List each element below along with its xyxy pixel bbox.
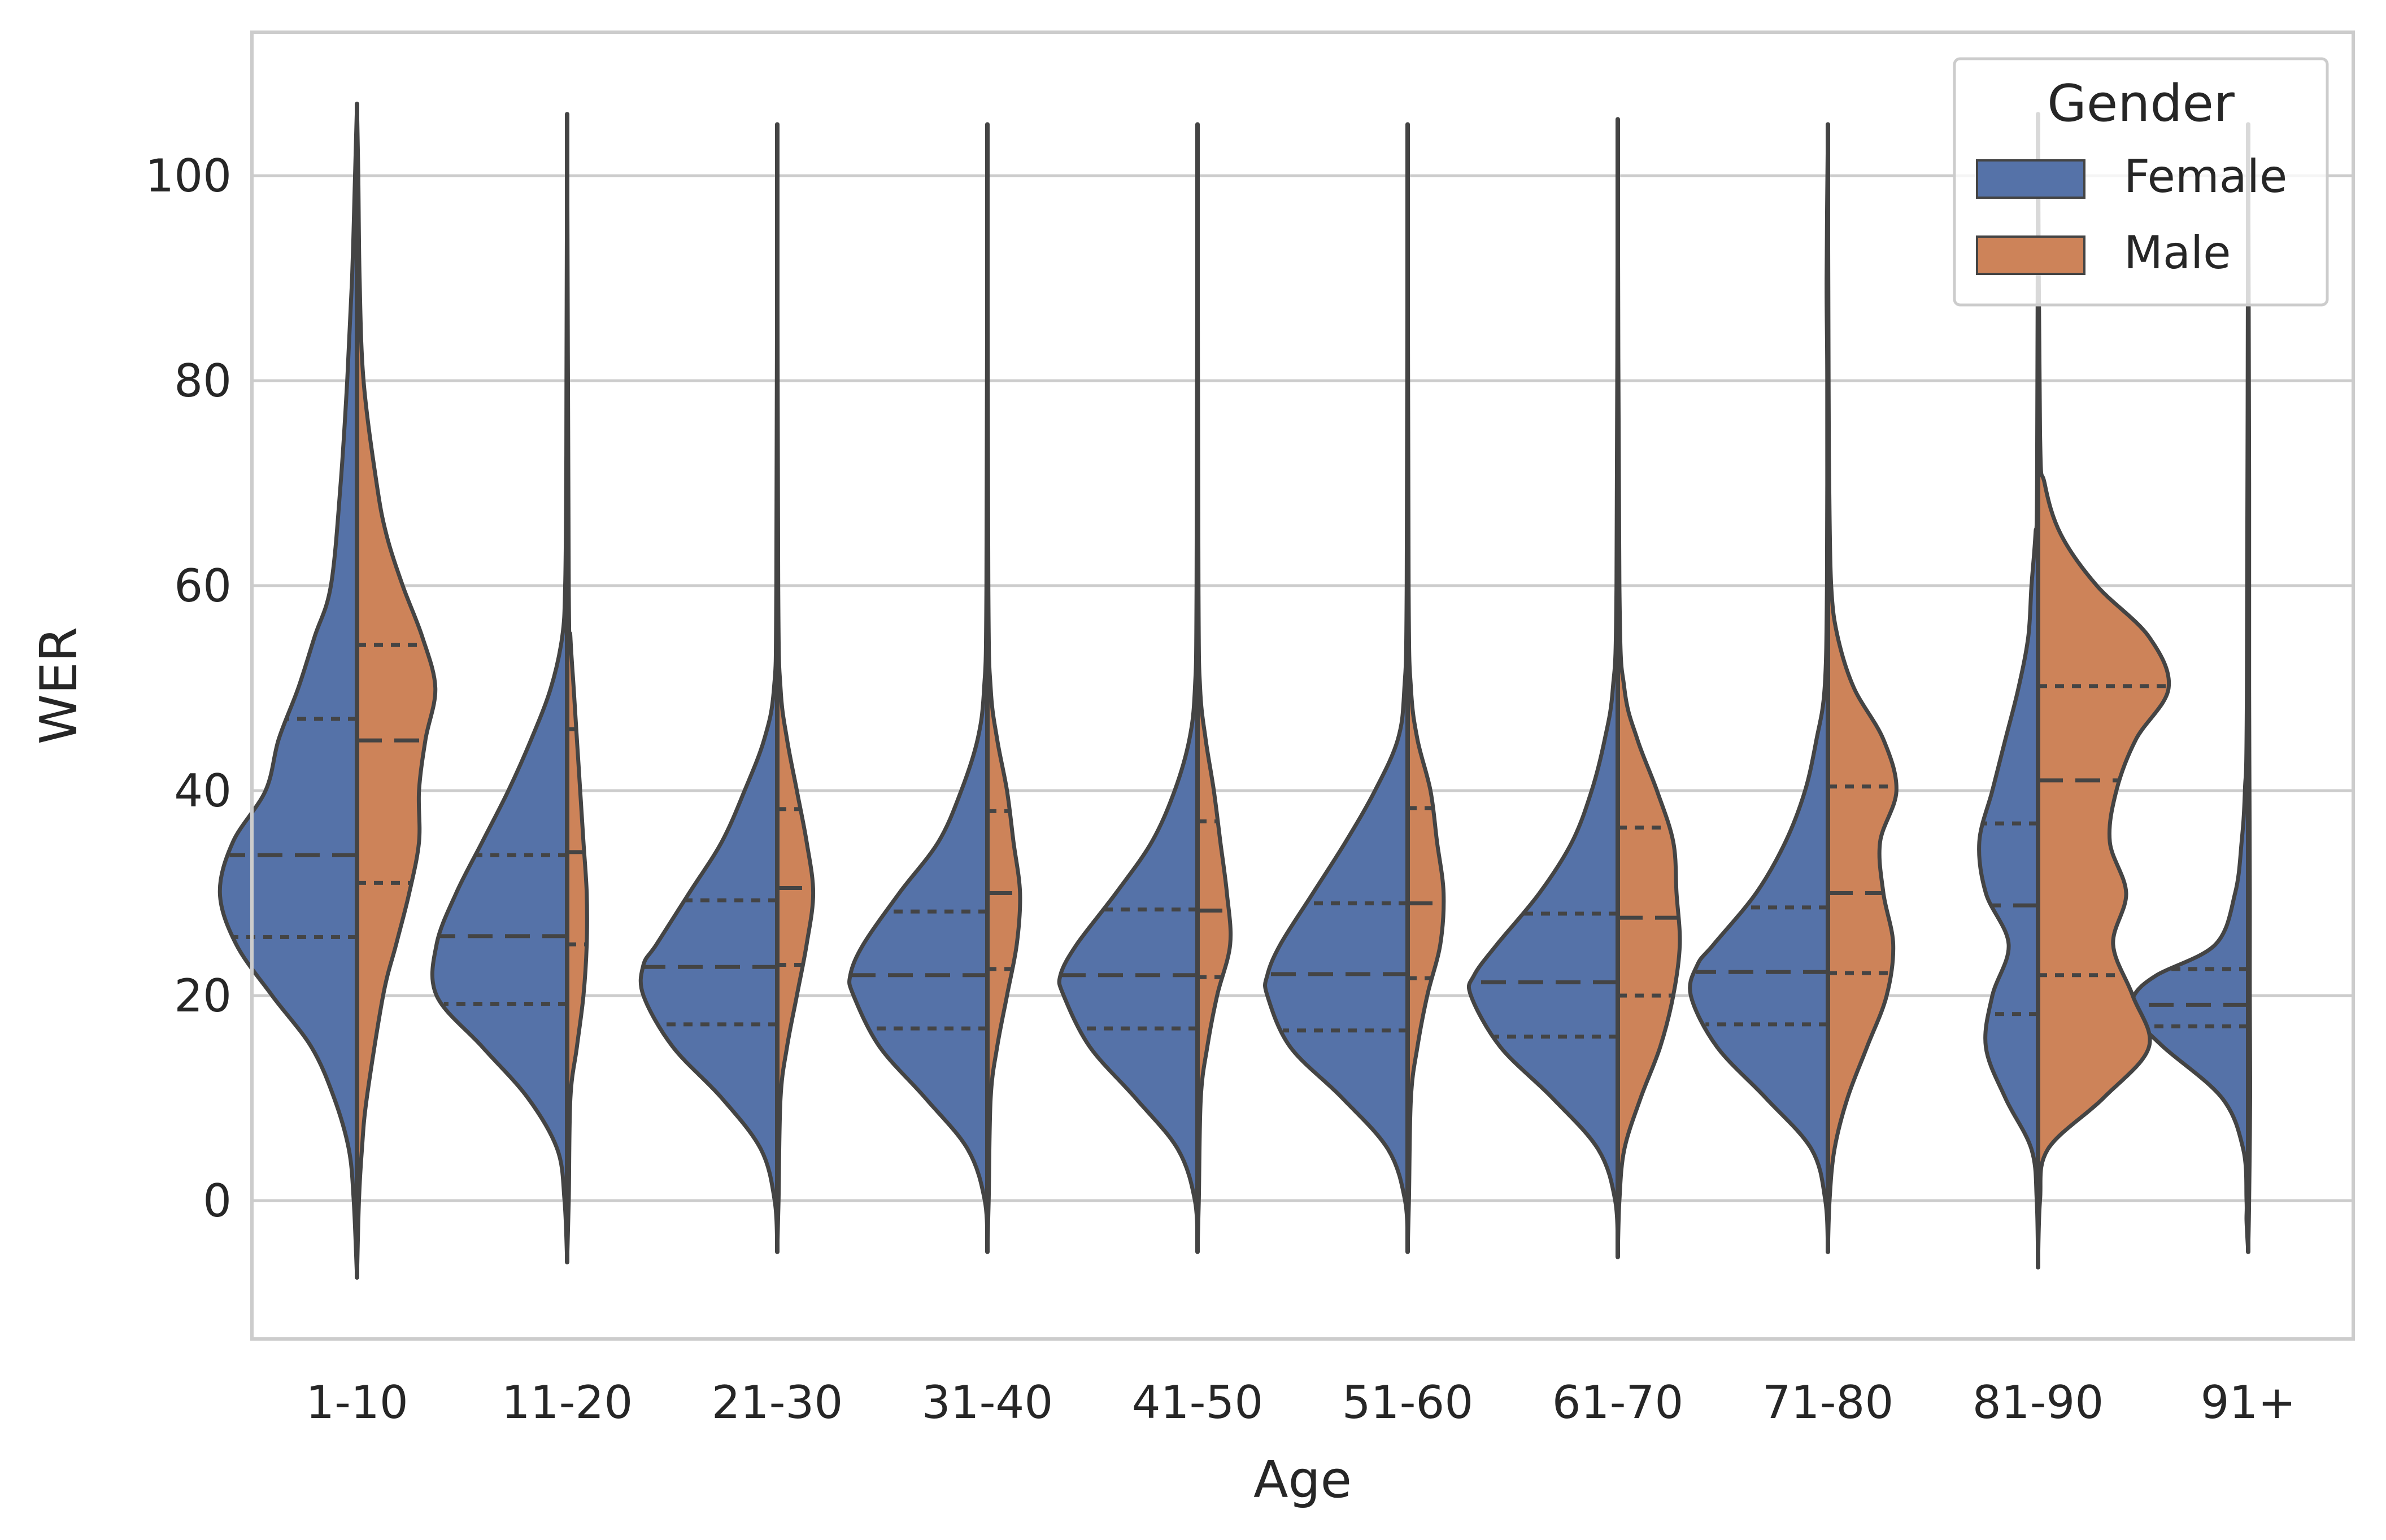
x-tick-label: 81-90 (1973, 1376, 2104, 1429)
legend-swatch-female (1976, 159, 2085, 199)
y-tick-label: 0 (203, 1175, 232, 1227)
violin-half-male-81-90 (2036, 112, 2171, 1269)
legend-label-male: Male (2124, 226, 2231, 279)
violin-half-male-31-40 (985, 122, 1022, 1254)
violin-half-female-21-30 (638, 122, 780, 1254)
x-tick-label: 11-20 (502, 1376, 633, 1429)
y-tick-label: 80 (174, 355, 232, 407)
legend-title: Gender (2047, 74, 2235, 133)
x-tick-label: 1-10 (306, 1376, 408, 1429)
x-tick-label: 51-60 (1342, 1376, 1473, 1429)
y-tick-label: 100 (145, 150, 232, 202)
violin-half-male-11-20 (565, 112, 589, 1264)
legend: Gender Female Male (1953, 57, 2329, 307)
violin-half-female-61-70 (1466, 117, 1620, 1259)
y-tick-labels: 0 20 40 60 80 100 (145, 150, 232, 1227)
violin-half-female-41-50 (1057, 122, 1200, 1254)
violin-half-female-71-80 (1688, 122, 1830, 1254)
y-axis-label: WER (29, 627, 89, 744)
y-tick-label: 40 (174, 765, 232, 817)
violin-half-female-11-20 (430, 112, 569, 1264)
x-tick-labels: 1-10 11-20 21-30 31-40 41-50 51-60 61-70 71-80 8… (306, 1376, 2296, 1429)
plot-frame (250, 30, 2355, 1341)
violins (217, 102, 2253, 1280)
violin-half-female-1-10 (217, 102, 359, 1280)
violin-half-male-41-50 (1195, 122, 1233, 1254)
violin-half-male-21-30 (775, 122, 816, 1254)
x-tick-label: 21-30 (712, 1376, 843, 1429)
legend-swatch-male (1976, 235, 2085, 275)
violin-half-male-1-10 (355, 102, 438, 1280)
x-tick-label: 41-50 (1132, 1376, 1263, 1429)
violin-half-male-61-70 (1616, 117, 1682, 1259)
x-axis-label: Age (1253, 1450, 1352, 1510)
y-tick-label: 60 (174, 560, 232, 612)
violin-half-male-51-60 (1405, 122, 1446, 1254)
x-tick-label: 31-40 (922, 1376, 1053, 1429)
violin-half-female-51-60 (1263, 122, 1410, 1254)
grid-lines (252, 174, 2353, 1202)
y-tick-label: 20 (174, 970, 232, 1022)
x-tick-label: 61-70 (1552, 1376, 1683, 1429)
violin-half-male-71-80 (1826, 122, 1899, 1254)
x-tick-label: 71-80 (1762, 1376, 1893, 1429)
violin-half-female-31-40 (847, 122, 990, 1254)
x-tick-label: 91+ (2201, 1376, 2296, 1429)
legend-label-female: Female (2124, 150, 2287, 203)
